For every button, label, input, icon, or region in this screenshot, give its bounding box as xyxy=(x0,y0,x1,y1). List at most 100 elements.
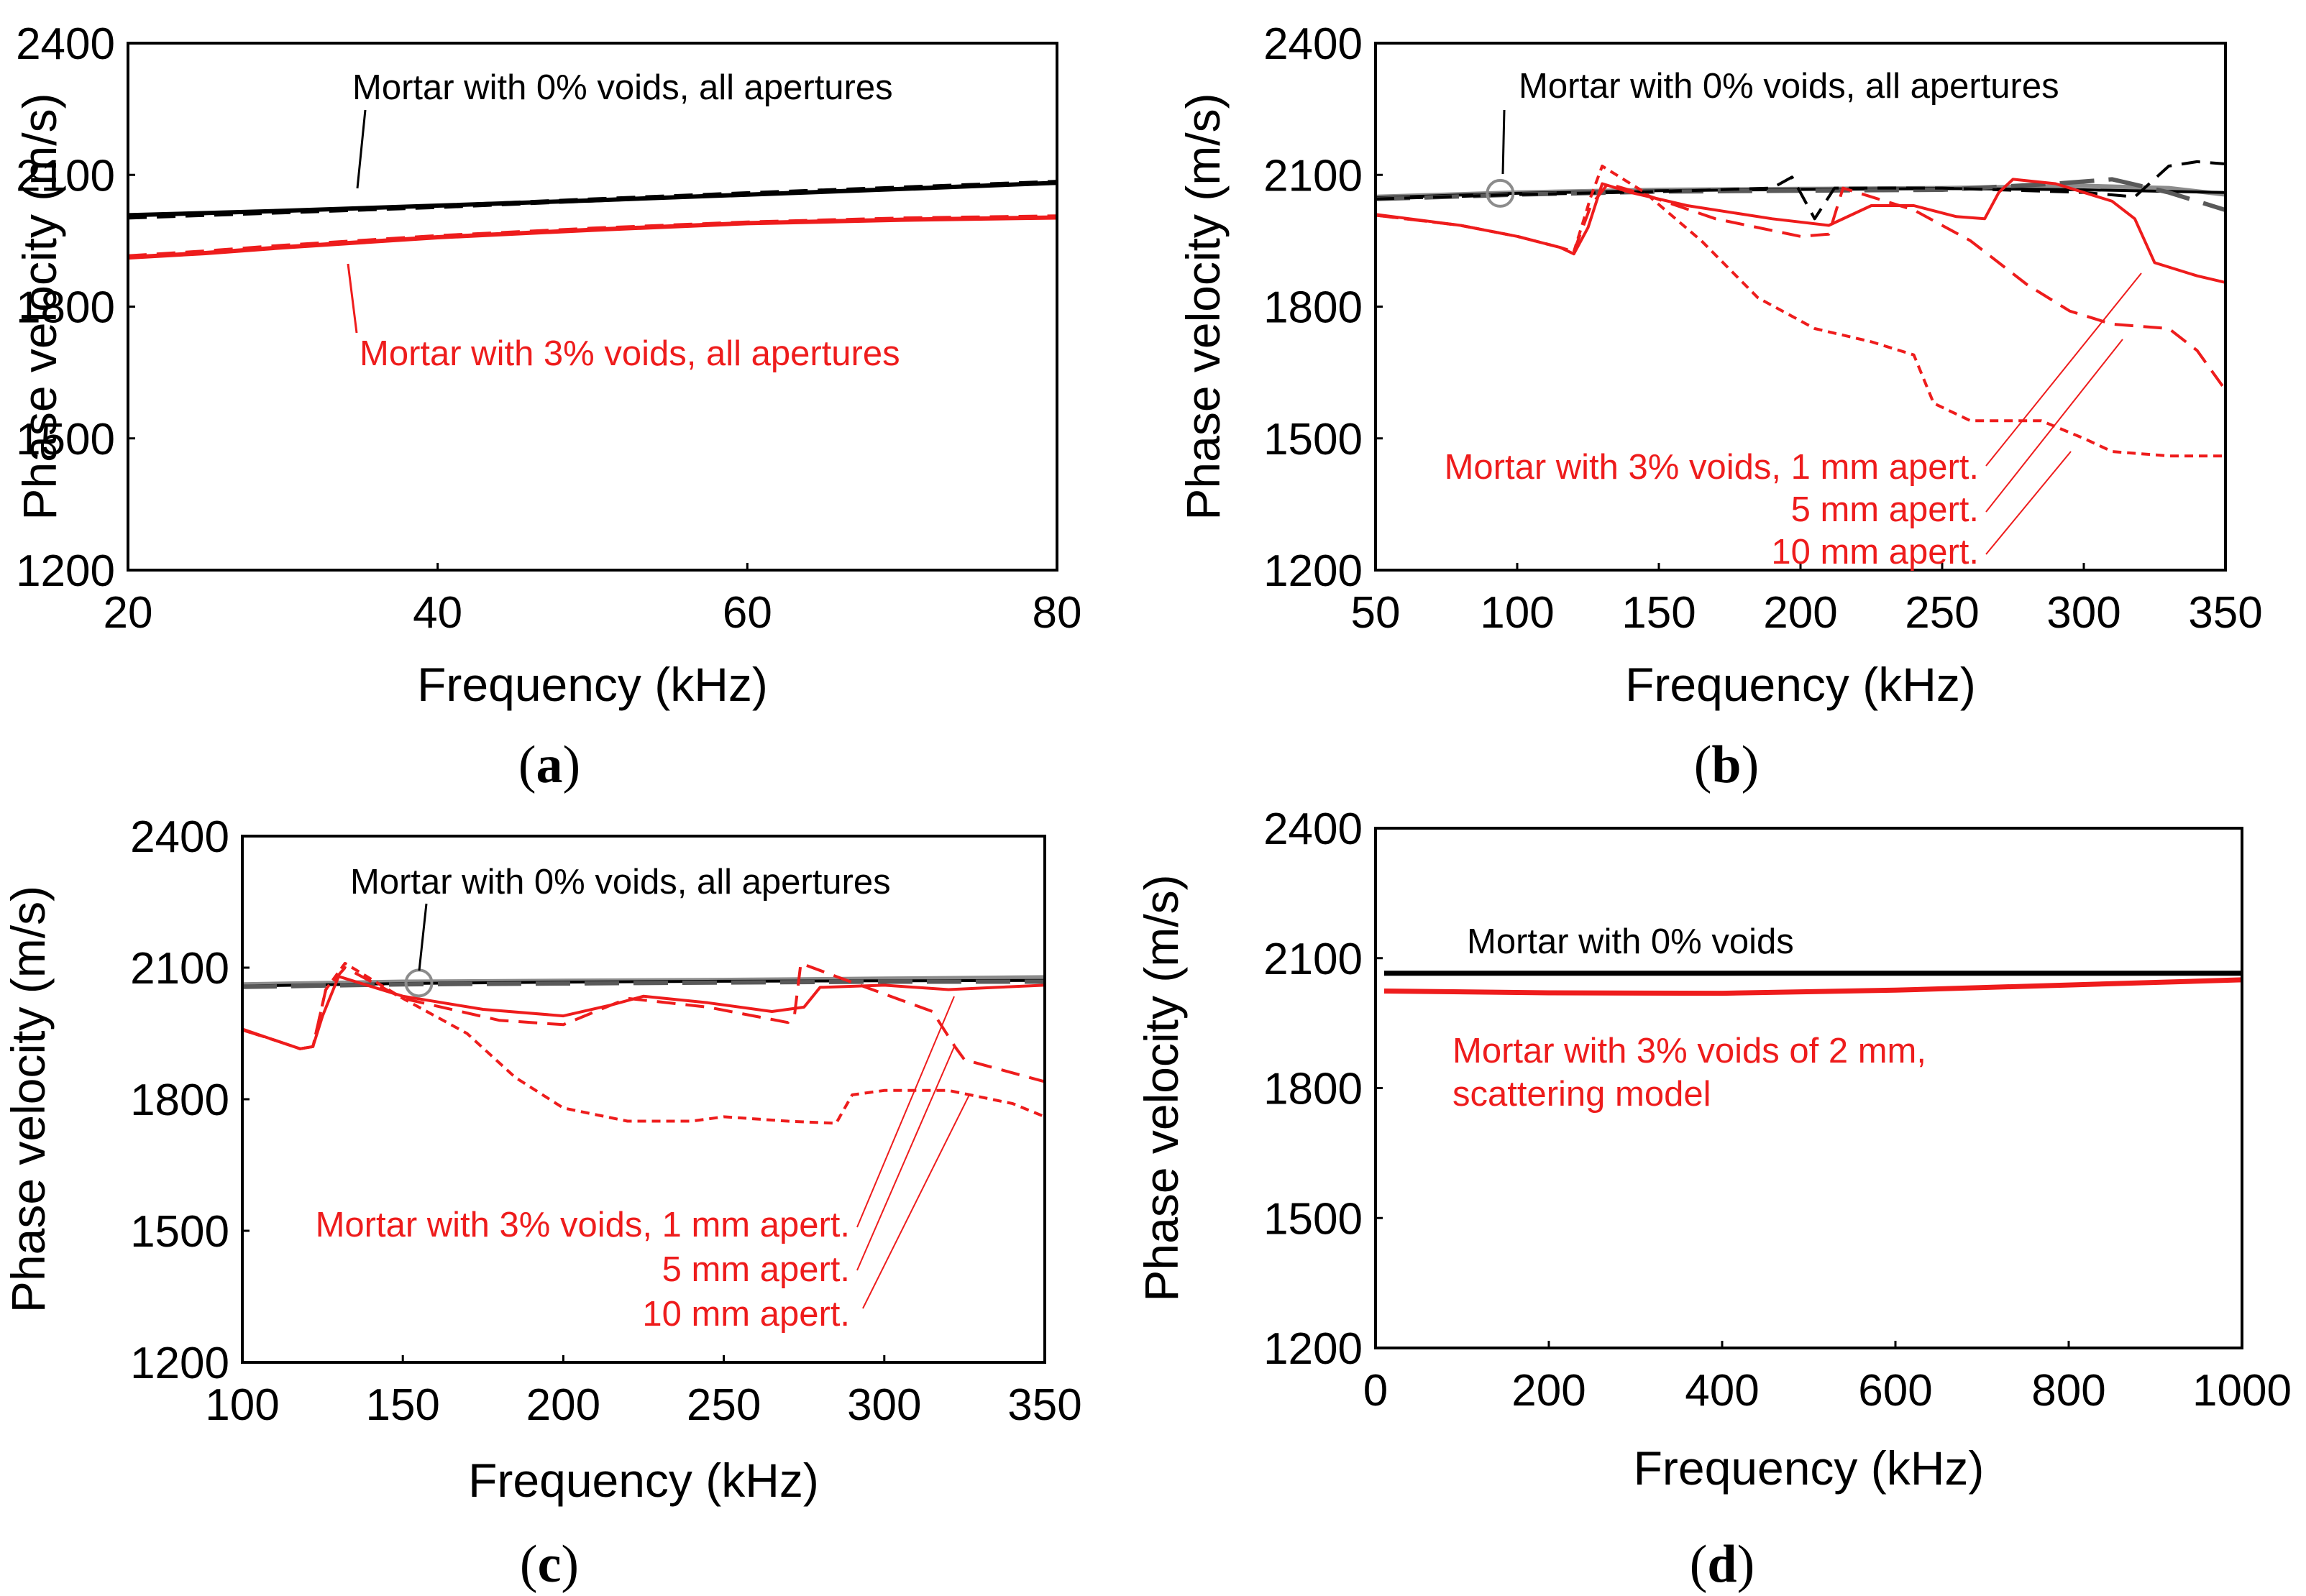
marker-circle xyxy=(1486,178,1515,208)
leader-line xyxy=(1985,272,2142,467)
x-tick-label: 600 xyxy=(1858,1366,1932,1416)
x-tick-label: 0 xyxy=(1363,1366,1388,1416)
series-line xyxy=(1375,178,2226,284)
leader-line xyxy=(862,1094,970,1309)
x-tick-label: 20 xyxy=(104,588,153,638)
annotation-0pct: Mortar with 0% voids, all apertures xyxy=(1519,67,2059,106)
x-tick-label: 350 xyxy=(1007,1380,1081,1430)
y-tick-label: 2100 xyxy=(1263,151,1363,201)
leader-line xyxy=(1985,339,2123,513)
plot-b-series: 1200 1500 1800 2100 2400 50 100 150 200 250 300 350… xyxy=(1176,19,2263,711)
panel-a: 1200 1500 1800 2100 2400 20 40 60 80 Frequency (k… xyxy=(13,19,1081,794)
panel-b: 1200 1500 1800 2100 2400 50 100 150 200 250 300 350… xyxy=(1176,19,2263,794)
x-tick-label: 50 xyxy=(1351,588,1401,638)
leader-line xyxy=(356,109,367,189)
x-tick-label: 40 xyxy=(413,588,462,638)
y-tick-label: 2400 xyxy=(1263,19,1363,69)
y-tick-label: 1800 xyxy=(130,1076,229,1125)
plot-frame xyxy=(1374,42,2227,572)
annotation-10mm: 10 mm apert. xyxy=(642,1295,850,1334)
y-tick-label: 1200 xyxy=(1263,1324,1363,1374)
y-tick-label: 2400 xyxy=(16,19,115,69)
x-tick-label: 200 xyxy=(1763,588,1837,638)
plot-frame xyxy=(127,42,1058,572)
x-tick-label: 100 xyxy=(205,1380,279,1430)
series-line xyxy=(1383,977,2243,996)
x-axis-label: Frequency (kHz) xyxy=(1625,658,1976,711)
x-tick-label: 800 xyxy=(2031,1366,2105,1416)
x-tick-label: 200 xyxy=(526,1380,600,1430)
x-tick-label: 250 xyxy=(687,1380,761,1430)
x-tick-label: 150 xyxy=(365,1380,439,1430)
y-tick-label: 1500 xyxy=(1263,1194,1363,1244)
series-line xyxy=(242,961,1046,1125)
panel-caption: (b) xyxy=(1694,735,1759,794)
x-tick-label: 80 xyxy=(1033,588,1082,638)
series-line xyxy=(127,214,1058,258)
x-tick-label: 200 xyxy=(1511,1366,1586,1416)
panel-c: 1200 1500 1800 2100 2400 100 150 200 250 300 350 Fr… xyxy=(1,812,1082,1594)
y-tick-label: 2400 xyxy=(130,812,229,862)
x-tick-label: 250 xyxy=(1905,588,1979,638)
leader-line xyxy=(856,996,955,1228)
annotation-0pct: Mortar with 0% voids, all apertures xyxy=(350,863,891,902)
x-tick-label: 300 xyxy=(847,1380,921,1430)
x-tick-label: 350 xyxy=(2188,588,2262,638)
leader-line xyxy=(1501,109,1506,175)
panel-a-annotations: Mortar with 0% voids, all apertures Mort… xyxy=(347,68,900,373)
x-tick-label: 300 xyxy=(2046,588,2120,638)
plot-frame xyxy=(1374,827,2243,1349)
annotation-10mm: 10 mm apert. xyxy=(1771,533,1979,572)
series-line xyxy=(1375,182,2227,391)
plot-c-series: 1200 1500 1800 2100 2400 100 150 200 250 300 350 Fr… xyxy=(1,812,1082,1507)
series-line xyxy=(242,979,1045,989)
x-axis-label: Frequency (kHz) xyxy=(1634,1441,1985,1495)
x-axis-label: Frequency (kHz) xyxy=(468,1454,819,1507)
leader-line xyxy=(856,1046,955,1271)
annotation-5mm: 5 mm apert. xyxy=(1791,490,1979,529)
leader-line xyxy=(418,903,428,971)
panel-d: 1200 1500 1800 2100 2400 0 200 400 600 800 1000 Fre… xyxy=(1135,804,2292,1594)
y-tick-label: 1500 xyxy=(1263,415,1363,464)
y-tick-label: 1500 xyxy=(16,415,115,464)
x-tick-label: 150 xyxy=(1621,588,1696,638)
x-tick-label: 60 xyxy=(723,588,772,638)
y-tick-label: 2400 xyxy=(1263,804,1363,854)
y-axis-label: Phase velocity (m/s) xyxy=(1,886,55,1313)
y-tick-label: 1200 xyxy=(16,546,115,596)
panel-d-annotations: Mortar with 0% voids Mortar with 3% void… xyxy=(1452,922,1926,1114)
y-tick-label: 2100 xyxy=(130,944,229,994)
annotation-3pct-1mm: Mortar with 3% voids, 1 mm apert. xyxy=(1445,448,1979,487)
series-line xyxy=(127,215,1058,260)
y-tick-label: 1800 xyxy=(16,283,115,333)
annotation-3pct-1mm: Mortar with 3% voids, 1 mm apert. xyxy=(316,1206,850,1244)
plot-d-series: 1200 1500 1800 2100 2400 0 200 400 600 800 1000 Fre… xyxy=(1135,804,2292,1495)
series-line xyxy=(1375,160,2226,221)
y-tick-label: 1200 xyxy=(130,1339,229,1388)
x-tick-label: 100 xyxy=(1480,588,1554,638)
y-tick-label: 1800 xyxy=(1263,1065,1363,1114)
y-axis-label: Phase velocity (m/s) xyxy=(1176,93,1230,520)
annotation-5mm: 5 mm apert. xyxy=(662,1250,850,1289)
annotation-0pct: Mortar with 0% voids xyxy=(1467,922,1794,961)
annotation-3pct: Mortar with 3% voids, all apertures xyxy=(360,334,900,373)
plot-frame xyxy=(241,835,1046,1364)
y-tick-label: 1800 xyxy=(1263,283,1363,333)
series-line xyxy=(1375,165,2225,458)
plot-a-series: 1200 1500 1800 2100 2400 20 40 60 80 Frequency (k… xyxy=(13,19,1081,711)
annotation-0pct: Mortar with 0% voids, all apertures xyxy=(352,68,893,107)
annotation-scattering: scattering model xyxy=(1452,1075,1711,1114)
leader-line xyxy=(347,263,358,334)
panel-c-annotations: Mortar with 0% voids, all apertures Mort… xyxy=(316,863,970,1334)
y-tick-label: 1500 xyxy=(130,1207,229,1257)
y-axis-label: Phase velocity (m/s) xyxy=(13,93,66,520)
y-tick-label: 2100 xyxy=(16,151,115,201)
leader-line xyxy=(1985,451,2072,555)
panel-caption: (c) xyxy=(520,1535,579,1594)
series-line xyxy=(1375,177,2226,212)
x-tick-label: 1000 xyxy=(2192,1366,2292,1416)
x-tick-label: 400 xyxy=(1685,1366,1759,1416)
annotation-3pct: Mortar with 3% voids of 2 mm, xyxy=(1452,1032,1926,1070)
y-tick-label: 2100 xyxy=(1263,935,1363,984)
